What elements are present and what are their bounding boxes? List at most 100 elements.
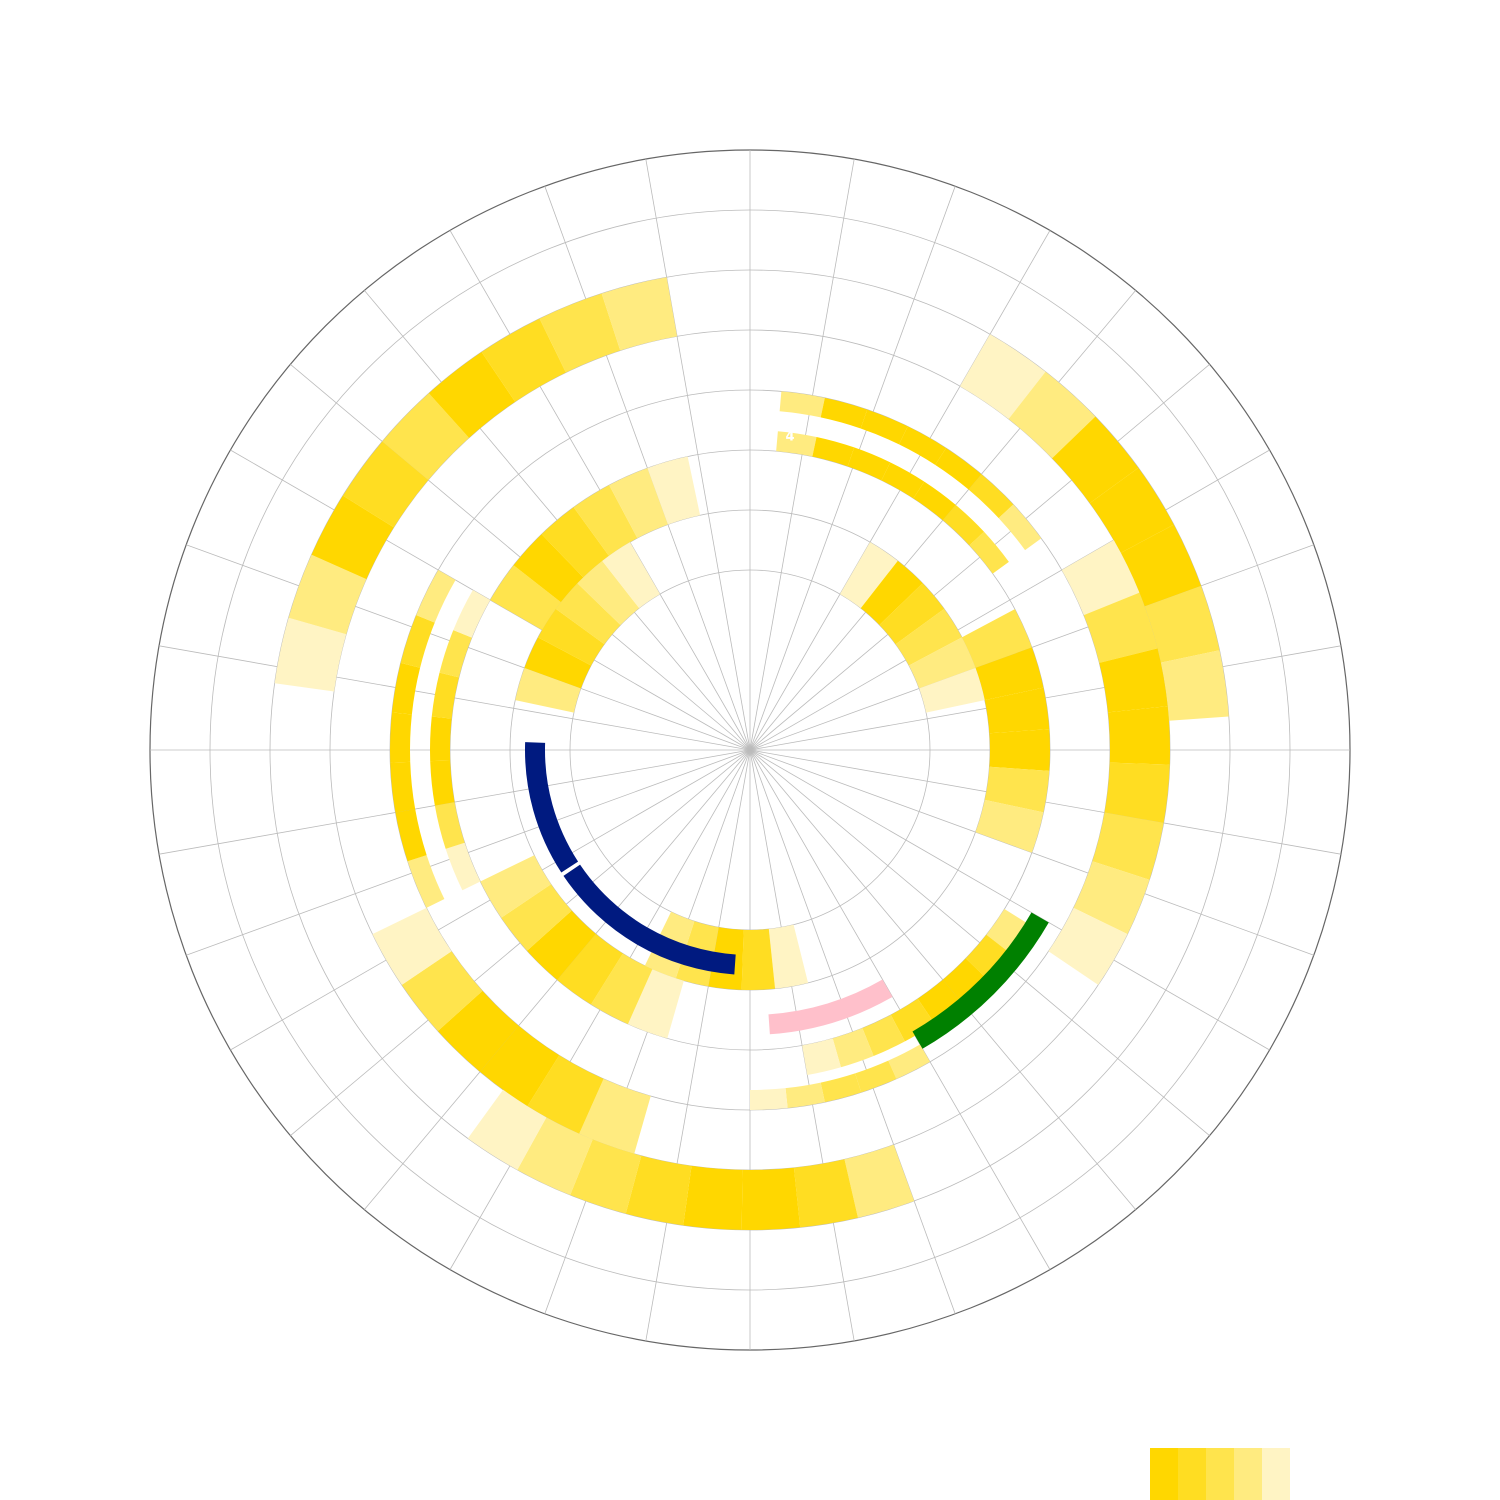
heat-tile	[1092, 812, 1164, 880]
heat-tile	[879, 583, 945, 645]
heat-tile	[609, 468, 668, 539]
heat-tile	[416, 570, 456, 623]
heat-tile	[395, 809, 427, 862]
highlight-arc	[768, 979, 893, 1035]
heat-tile	[969, 531, 1009, 574]
heat-tile	[942, 504, 985, 546]
heat-tile	[741, 929, 776, 991]
heat-tile	[1099, 648, 1168, 713]
grid-spoke	[645, 749, 751, 1341]
grid-spoke	[645, 159, 751, 751]
heat-tile	[434, 802, 465, 849]
heat-tile	[391, 662, 421, 715]
legend-swatch	[1262, 1448, 1290, 1500]
heat-tile	[570, 1139, 642, 1214]
heat-tile	[524, 637, 592, 689]
heat-tile	[961, 609, 1032, 668]
heat-tile	[1108, 706, 1170, 765]
heat-tile	[490, 565, 561, 630]
heat-tile	[840, 542, 898, 609]
heat-tile	[768, 924, 809, 989]
heat-tile	[785, 1082, 825, 1109]
heat-tile	[832, 1028, 874, 1068]
heat-tile	[480, 855, 552, 918]
grid-spoke	[749, 749, 1270, 1051]
heat-tile	[1144, 585, 1220, 663]
heat-tile	[437, 990, 519, 1072]
heat-tile	[1048, 907, 1128, 985]
heat-tile	[372, 907, 452, 985]
heat-tile	[555, 583, 621, 645]
heat-tile	[935, 448, 982, 490]
annotation: 4	[785, 430, 794, 445]
heat-tile	[467, 1089, 547, 1170]
grid-spoke	[749, 449, 1270, 751]
heat-tile	[975, 647, 1044, 701]
heat-tile	[975, 799, 1044, 853]
highlight-arc	[525, 742, 579, 873]
heat-tile	[802, 1038, 841, 1075]
heat-tile	[919, 667, 985, 713]
heat-tile	[895, 608, 962, 666]
heat-tile	[1073, 861, 1150, 935]
heat-tile	[311, 495, 394, 580]
heat-tile	[501, 884, 572, 951]
heat-tile	[913, 481, 956, 521]
highlight-arc	[912, 912, 1049, 1049]
heat-tile	[627, 969, 684, 1039]
heat-tile	[579, 1078, 651, 1154]
heat-tile	[1104, 762, 1170, 823]
heat-tile	[860, 560, 923, 625]
heat-tile	[998, 504, 1042, 551]
heat-tile	[989, 729, 1050, 771]
heat-tile	[439, 630, 472, 678]
heat-tile	[647, 456, 701, 525]
heat-tile	[890, 998, 935, 1042]
heat-tile	[601, 277, 678, 351]
heat-tile	[591, 953, 653, 1025]
heat-tile	[557, 933, 623, 1005]
heat-tile	[430, 760, 455, 806]
heat-tile	[1089, 467, 1174, 553]
heat-tile	[430, 716, 452, 762]
heat-tile	[793, 1159, 858, 1228]
heat-tile	[741, 1167, 801, 1230]
heat-tile	[401, 951, 483, 1032]
heat-tile	[407, 855, 445, 908]
heat-tile	[577, 560, 640, 625]
heat-tile	[1160, 650, 1229, 721]
heat-tile	[625, 1155, 692, 1226]
heat-tile	[965, 934, 1011, 980]
heat-tile	[899, 426, 947, 465]
legend-swatch	[1150, 1448, 1178, 1500]
grid-spoke	[749, 749, 1314, 956]
heat-tile	[908, 637, 976, 689]
heat-tile	[573, 485, 638, 556]
heat-tile	[986, 908, 1030, 954]
legend-swatch	[1206, 1448, 1234, 1500]
heat-tile	[382, 393, 469, 481]
heat-tile	[513, 534, 584, 603]
heat-tile	[515, 667, 581, 713]
heat-tile	[683, 1165, 743, 1230]
heat-tile	[390, 761, 416, 813]
heat-tile	[888, 1044, 930, 1079]
heat-tile	[1120, 524, 1202, 607]
heat-tile	[342, 441, 429, 528]
heat-tile	[288, 554, 367, 635]
heat-tile	[1083, 592, 1158, 663]
heat-tile	[1052, 416, 1139, 504]
heat-tile	[481, 318, 566, 402]
heat-tile	[431, 672, 459, 719]
heat-tile	[862, 1014, 905, 1056]
heat-tile	[960, 334, 1046, 420]
heat-tile	[860, 409, 908, 445]
heat-tile	[984, 766, 1050, 813]
heat-tile	[847, 447, 891, 481]
heat-tile	[917, 979, 963, 1024]
heat-tile	[984, 687, 1050, 734]
heat-tile	[820, 1073, 862, 1103]
legend-swatch	[1234, 1448, 1262, 1500]
heat-tile	[779, 391, 825, 418]
heat-tile	[1061, 540, 1140, 616]
